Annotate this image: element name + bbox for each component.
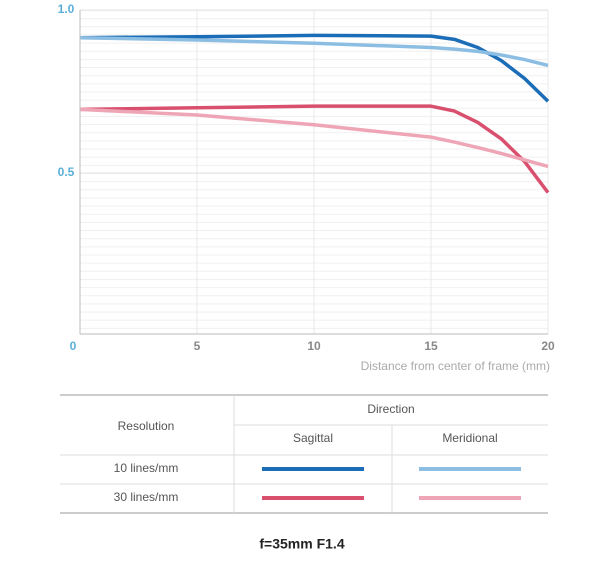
y-tick-label: 1.0 xyxy=(58,2,75,16)
legend-swatches xyxy=(262,467,521,500)
row-label: 30 lines/mm xyxy=(114,490,179,504)
series-line xyxy=(79,104,550,194)
x-tick-label: 15 xyxy=(424,339,438,353)
x-tick-label: 20 xyxy=(541,339,555,353)
series-line xyxy=(79,35,549,68)
x-tick-label: 5 xyxy=(194,339,201,353)
y-tick-label: 0.5 xyxy=(58,165,75,179)
x-tick-label: 0 xyxy=(70,339,77,353)
row-label: 10 lines/mm xyxy=(114,461,179,475)
series-line xyxy=(79,33,550,103)
table-header: Direction xyxy=(367,402,414,416)
table-header: Resolution xyxy=(118,419,175,433)
x-axis-label: Distance from center of frame (mm) xyxy=(361,359,550,373)
table-header: Sagittal xyxy=(293,431,333,445)
caption: f=35mm F1.4 xyxy=(259,536,344,552)
legend-table: Resolution Direction Sagittal Meridional… xyxy=(60,394,548,514)
series-line xyxy=(79,107,549,169)
table-header: Meridional xyxy=(442,431,497,445)
plot: 1.0 0.5 0 5 10 15 20 xyxy=(58,2,555,353)
x-tick-label: 10 xyxy=(307,339,321,353)
